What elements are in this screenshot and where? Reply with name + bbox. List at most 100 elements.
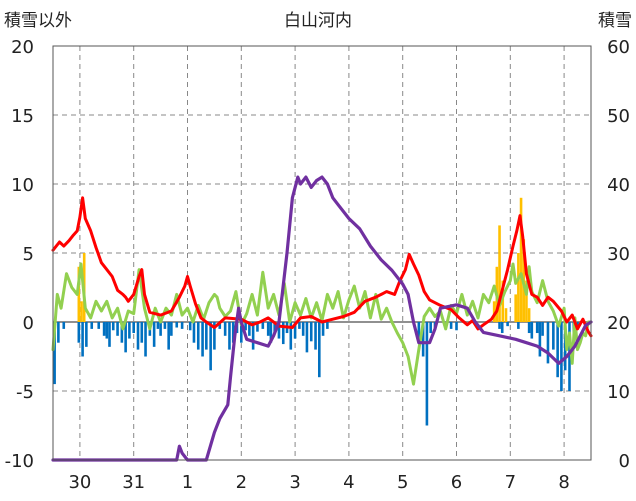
- right-tick-label: 10: [607, 382, 630, 403]
- bar: [498, 322, 501, 329]
- left-tick-label: 20: [11, 37, 34, 58]
- bar: [196, 322, 200, 350]
- bar: [266, 322, 270, 336]
- bar: [514, 294, 517, 322]
- bar: [218, 322, 222, 329]
- x-tick-label: 30: [68, 472, 91, 493]
- right-axis-tick-labels: 60 50 40 30 20 10 0: [607, 37, 630, 472]
- left-tick-label: 10: [11, 175, 34, 196]
- bar: [301, 322, 305, 336]
- bar: [517, 322, 520, 329]
- bar: [492, 301, 496, 322]
- bar: [180, 322, 184, 329]
- bar: [228, 322, 231, 350]
- right-tick-label: 40: [607, 175, 630, 196]
- bar: [124, 322, 127, 353]
- bar: [527, 308, 531, 322]
- x-tick-label: 7: [505, 472, 516, 493]
- bar: [57, 322, 60, 343]
- bar: [560, 322, 563, 391]
- x-tick-label: 31: [122, 472, 145, 493]
- bar: [500, 322, 504, 334]
- series-line: [51, 196, 593, 338]
- bars: [53, 197, 579, 426]
- left-tick-label: -10: [5, 451, 34, 472]
- bar: [53, 322, 56, 385]
- bar: [240, 322, 243, 343]
- bar: [231, 322, 235, 343]
- frame: [52, 45, 592, 461]
- bar: [81, 322, 84, 357]
- bar: [421, 322, 425, 357]
- bar: [277, 322, 281, 339]
- bar: [429, 322, 432, 334]
- bar: [455, 322, 458, 331]
- left-axis-title: 積雪以外: [4, 11, 72, 31]
- x-tick-label: 5: [397, 472, 408, 493]
- bar: [417, 322, 421, 343]
- right-tick-label: 0: [619, 451, 630, 472]
- x-tick-label: 4: [343, 472, 354, 493]
- right-tick-label: 50: [607, 106, 630, 127]
- bar: [209, 322, 212, 371]
- right-tick-label: 60: [607, 37, 630, 58]
- bar: [552, 322, 555, 350]
- bar: [546, 322, 550, 364]
- left-tick-label: -5: [16, 382, 34, 403]
- bar: [506, 322, 509, 327]
- bar: [504, 308, 508, 322]
- left-tick-label: 0: [23, 313, 34, 334]
- plot-border: [52, 45, 592, 461]
- bar: [527, 322, 531, 334]
- bar: [519, 197, 523, 322]
- bar: [116, 322, 119, 336]
- bar: [144, 322, 147, 357]
- bar: [256, 322, 259, 332]
- bar: [314, 322, 317, 350]
- bar: [449, 322, 453, 329]
- right-tick-label: 30: [607, 244, 630, 265]
- bar: [62, 322, 66, 329]
- x-tick-label: 3: [289, 472, 300, 493]
- bar: [192, 322, 196, 343]
- bar: [136, 322, 140, 350]
- bar: [77, 266, 81, 322]
- bar: [85, 322, 88, 347]
- bar: [159, 322, 162, 336]
- bar: [167, 322, 170, 350]
- bar: [140, 322, 144, 343]
- bar: [525, 280, 528, 322]
- x-tick-label: 2: [236, 472, 247, 493]
- right-axis-title: 積雪: [598, 11, 632, 31]
- bar: [541, 322, 544, 336]
- bar: [293, 322, 297, 339]
- bar: [248, 322, 251, 336]
- bar: [132, 322, 135, 334]
- bar: [175, 322, 179, 328]
- bar: [223, 322, 227, 336]
- bar: [321, 322, 325, 336]
- bar: [318, 322, 321, 378]
- bar: [244, 322, 247, 331]
- bar: [425, 322, 429, 426]
- series-line: [51, 175, 593, 462]
- bar: [305, 322, 309, 353]
- bar: [120, 322, 124, 343]
- x-tick-label: 1: [182, 472, 193, 493]
- lines: [51, 175, 593, 462]
- bar: [77, 322, 81, 343]
- left-axis-tick-labels: 20 15 10 5 0 -5 -10: [5, 37, 34, 472]
- left-tick-label: 5: [23, 244, 34, 265]
- left-tick-label: 15: [11, 106, 34, 127]
- bar: [298, 322, 301, 329]
- bar: [269, 322, 273, 343]
- bar: [498, 225, 501, 322]
- x-tick-label: 8: [558, 472, 569, 493]
- bar: [535, 322, 539, 334]
- right-tick-label: 20: [607, 313, 630, 334]
- bar: [102, 322, 106, 336]
- bar: [170, 322, 173, 336]
- bar: [556, 322, 559, 378]
- x-tick-label: 6: [451, 472, 462, 493]
- bar: [105, 322, 109, 339]
